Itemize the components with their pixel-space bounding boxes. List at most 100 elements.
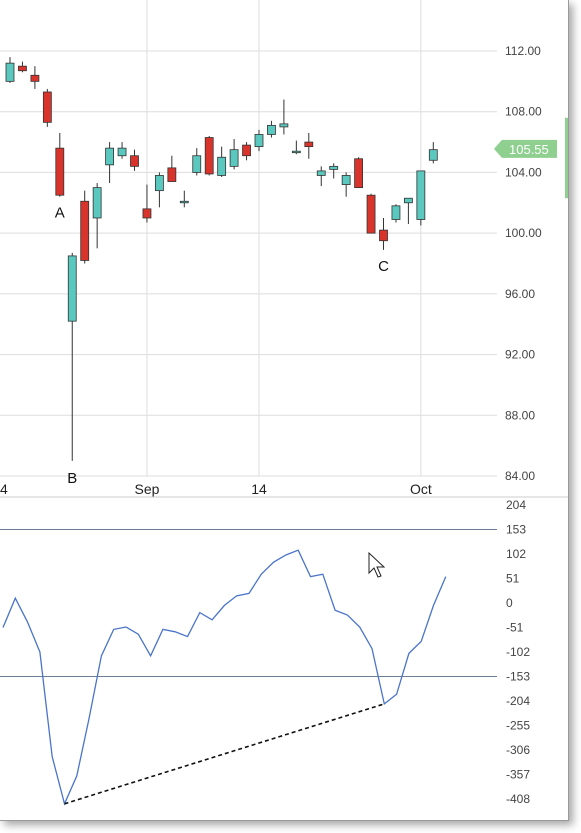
mouse-cursor-icon — [368, 551, 386, 578]
candle-body — [192, 155, 202, 173]
candle — [428, 142, 438, 164]
candle — [217, 146, 227, 177]
candle-body — [179, 200, 189, 204]
candle-body — [229, 149, 239, 167]
y-tick-label: 92.00 — [505, 348, 535, 362]
indicator-line — [2, 549, 447, 806]
candle-body — [18, 65, 27, 72]
candle — [55, 132, 65, 197]
candle-body — [167, 167, 177, 182]
candle — [30, 66, 40, 89]
candle-body — [117, 147, 127, 157]
indicator-y-tick-label: -102 — [506, 645, 530, 659]
candle-body — [55, 147, 65, 196]
candle-body — [204, 137, 214, 175]
annotation-label: C — [378, 258, 389, 275]
candle — [304, 132, 314, 159]
candle — [167, 155, 177, 182]
candle-body — [154, 175, 164, 192]
y-tick-label: 84.00 — [505, 469, 535, 483]
candle — [192, 148, 202, 176]
indicator-y-tick-label: -357 — [506, 768, 530, 782]
indicator-line-series[interactable] — [2, 549, 447, 806]
annotation-label: A — [55, 205, 65, 222]
candle — [379, 217, 388, 250]
candle-body — [354, 158, 364, 189]
indicator-y-tick-label: 102 — [506, 547, 526, 561]
candle — [242, 142, 251, 161]
candle — [204, 136, 214, 176]
cursor-arrow — [368, 551, 386, 578]
x-tick-label: Oct — [410, 481, 432, 497]
candle — [92, 183, 102, 249]
candle-body — [341, 175, 351, 185]
candle — [354, 157, 364, 189]
candle — [291, 140, 301, 155]
candlestick-series[interactable] — [5, 57, 438, 461]
annotation-label: B — [67, 470, 77, 487]
candle-body — [366, 194, 376, 234]
indicator-y-tick-label: -255 — [506, 719, 530, 733]
candle-body — [217, 156, 227, 176]
candle-body — [42, 91, 52, 123]
candle — [267, 120, 276, 138]
x-tick-label: 4 — [0, 481, 8, 497]
candle-body — [92, 187, 102, 219]
current-price-tag: 105.55 — [494, 117, 568, 199]
candle-body — [316, 170, 326, 176]
indicator-y-tick-label: -408 — [506, 792, 530, 806]
candle — [42, 88, 52, 127]
candle-body — [105, 147, 114, 166]
pattern-annotations: A B C — [55, 205, 389, 487]
y-tick-label: 88.00 — [505, 408, 535, 422]
candle — [403, 197, 413, 225]
indicator-y-tick-label: 51 — [506, 572, 520, 586]
candle-body — [291, 150, 301, 154]
candle — [229, 139, 239, 170]
candle-body — [80, 200, 90, 261]
candle-body — [379, 229, 388, 242]
price-range-marker — [565, 117, 568, 199]
candle-body — [130, 155, 139, 167]
candle-body — [403, 197, 413, 204]
candle-body — [242, 144, 251, 157]
candle — [80, 190, 90, 264]
x-tick-label: Sep — [134, 481, 159, 497]
candle — [329, 163, 339, 179]
divergence-line — [64, 703, 385, 805]
y-tick-label: 112.00 — [505, 44, 541, 58]
candle — [154, 172, 164, 208]
candle-body — [428, 149, 438, 161]
candle — [67, 252, 77, 461]
divergence-trendline — [64, 703, 385, 805]
candle-body — [30, 74, 40, 82]
candle-body — [279, 123, 289, 128]
indicator-reference-lines — [0, 529, 497, 677]
candle-body — [142, 208, 152, 219]
candle — [391, 204, 401, 223]
candle — [366, 193, 376, 234]
candle — [142, 184, 152, 223]
chart-frame — [0, 0, 569, 821]
candle-body — [304, 141, 314, 148]
indicator-y-tick-label: 204 — [506, 498, 526, 512]
date-x-axis: 4 Sep 14 Oct — [0, 481, 432, 497]
candle-body — [267, 124, 276, 135]
y-tick-label: 104.00 — [505, 165, 542, 179]
indicator-y-axis: 204 153 102 51 0 -51 -102 -153 -204 -255 -306 -357 -… — [506, 498, 530, 806]
candle-body — [5, 62, 15, 82]
candle — [254, 129, 264, 152]
current-price-label: 105.55 — [509, 142, 549, 157]
candle — [179, 190, 189, 208]
candle — [5, 57, 15, 83]
y-tick-label: 96.00 — [505, 287, 535, 301]
indicator-y-tick-label: 153 — [506, 523, 526, 537]
candle — [316, 166, 326, 187]
candle-body — [391, 205, 401, 220]
y-tick-label: 100.00 — [505, 226, 542, 240]
indicator-y-tick-label: -153 — [506, 670, 530, 684]
candle — [18, 61, 27, 73]
current-price-tag-shape — [494, 139, 557, 158]
candle-body — [416, 170, 426, 220]
